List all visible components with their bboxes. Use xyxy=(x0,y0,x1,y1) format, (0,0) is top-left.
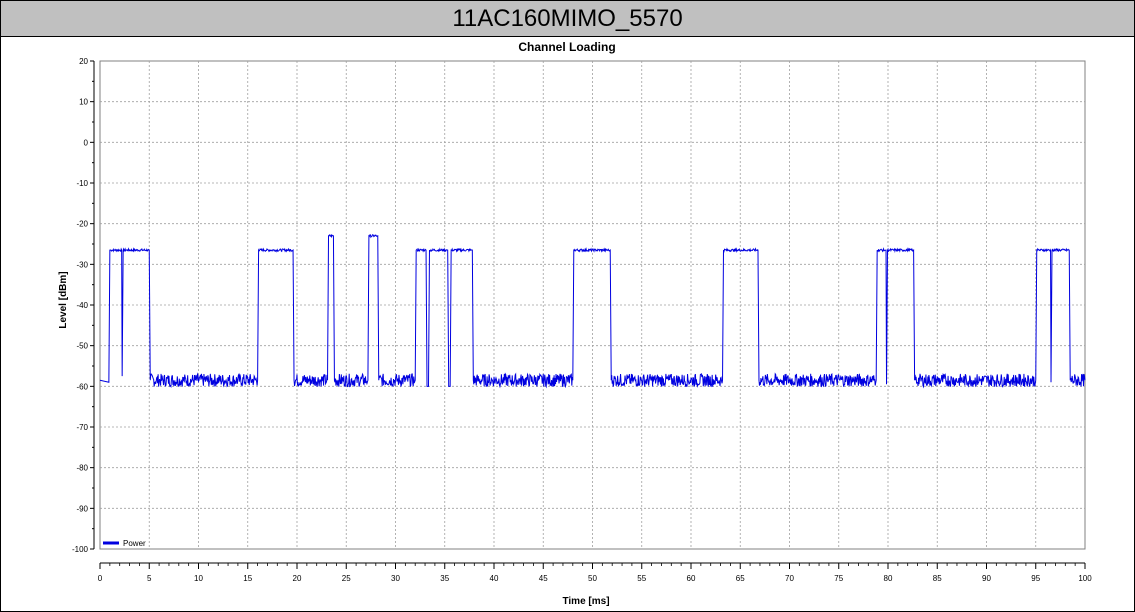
legend-entry: Power xyxy=(123,539,146,548)
x-tick-label: 85 xyxy=(933,574,942,583)
grid xyxy=(99,60,1086,550)
series-layer xyxy=(99,233,1086,389)
y-tick-label: 0 xyxy=(84,138,89,147)
x-tick-label: 40 xyxy=(490,574,499,583)
y-tick-label: -90 xyxy=(76,504,88,513)
x-tick-label: 15 xyxy=(243,574,252,583)
x-tick-label: 50 xyxy=(588,574,597,583)
y-tick-label: 20 xyxy=(79,57,88,66)
x-tick-label: 70 xyxy=(785,574,794,583)
y-axis-label: Level [dBm] xyxy=(58,271,69,328)
y-tick-label: -20 xyxy=(76,220,88,229)
y-tick-label: 10 xyxy=(79,98,88,107)
x-tick-label: 95 xyxy=(1031,574,1040,583)
y-tick-label: -40 xyxy=(76,301,88,310)
x-tick-label: 80 xyxy=(884,574,893,583)
y-tick-label: -10 xyxy=(76,179,88,188)
x-tick-label: 60 xyxy=(687,574,696,583)
chart-title: Channel Loading xyxy=(518,40,615,54)
x-tick-label: 10 xyxy=(194,574,203,583)
x-tick-label: 90 xyxy=(982,574,991,583)
x-tick-label: 55 xyxy=(637,574,646,583)
y-tick-label: -80 xyxy=(76,464,88,473)
x-tick-label: 30 xyxy=(391,574,400,583)
y-tick-label: -50 xyxy=(76,342,88,351)
series-line-power xyxy=(99,233,1086,389)
y-tick-label: -60 xyxy=(76,382,88,391)
x-axis-label: Time [ms] xyxy=(562,596,609,607)
x-tick-label: 100 xyxy=(1078,574,1092,583)
y-tick-label: -100 xyxy=(72,545,89,554)
x-tick-label: 45 xyxy=(539,574,548,583)
x-tick-label: 75 xyxy=(834,574,843,583)
x-tick-label: 35 xyxy=(440,574,449,583)
x-tick-label: 20 xyxy=(293,574,302,583)
x-tick-label: 25 xyxy=(342,574,351,583)
x-tick-label: 5 xyxy=(147,574,152,583)
x-tick-label: 65 xyxy=(736,574,745,583)
y-tick-label: -70 xyxy=(76,423,88,432)
window-title: 11AC160MIMO_5570 xyxy=(1,1,1134,37)
y-tick-label: -30 xyxy=(76,260,88,269)
legend: Power xyxy=(103,539,146,548)
x-tick-label: 0 xyxy=(98,574,103,583)
